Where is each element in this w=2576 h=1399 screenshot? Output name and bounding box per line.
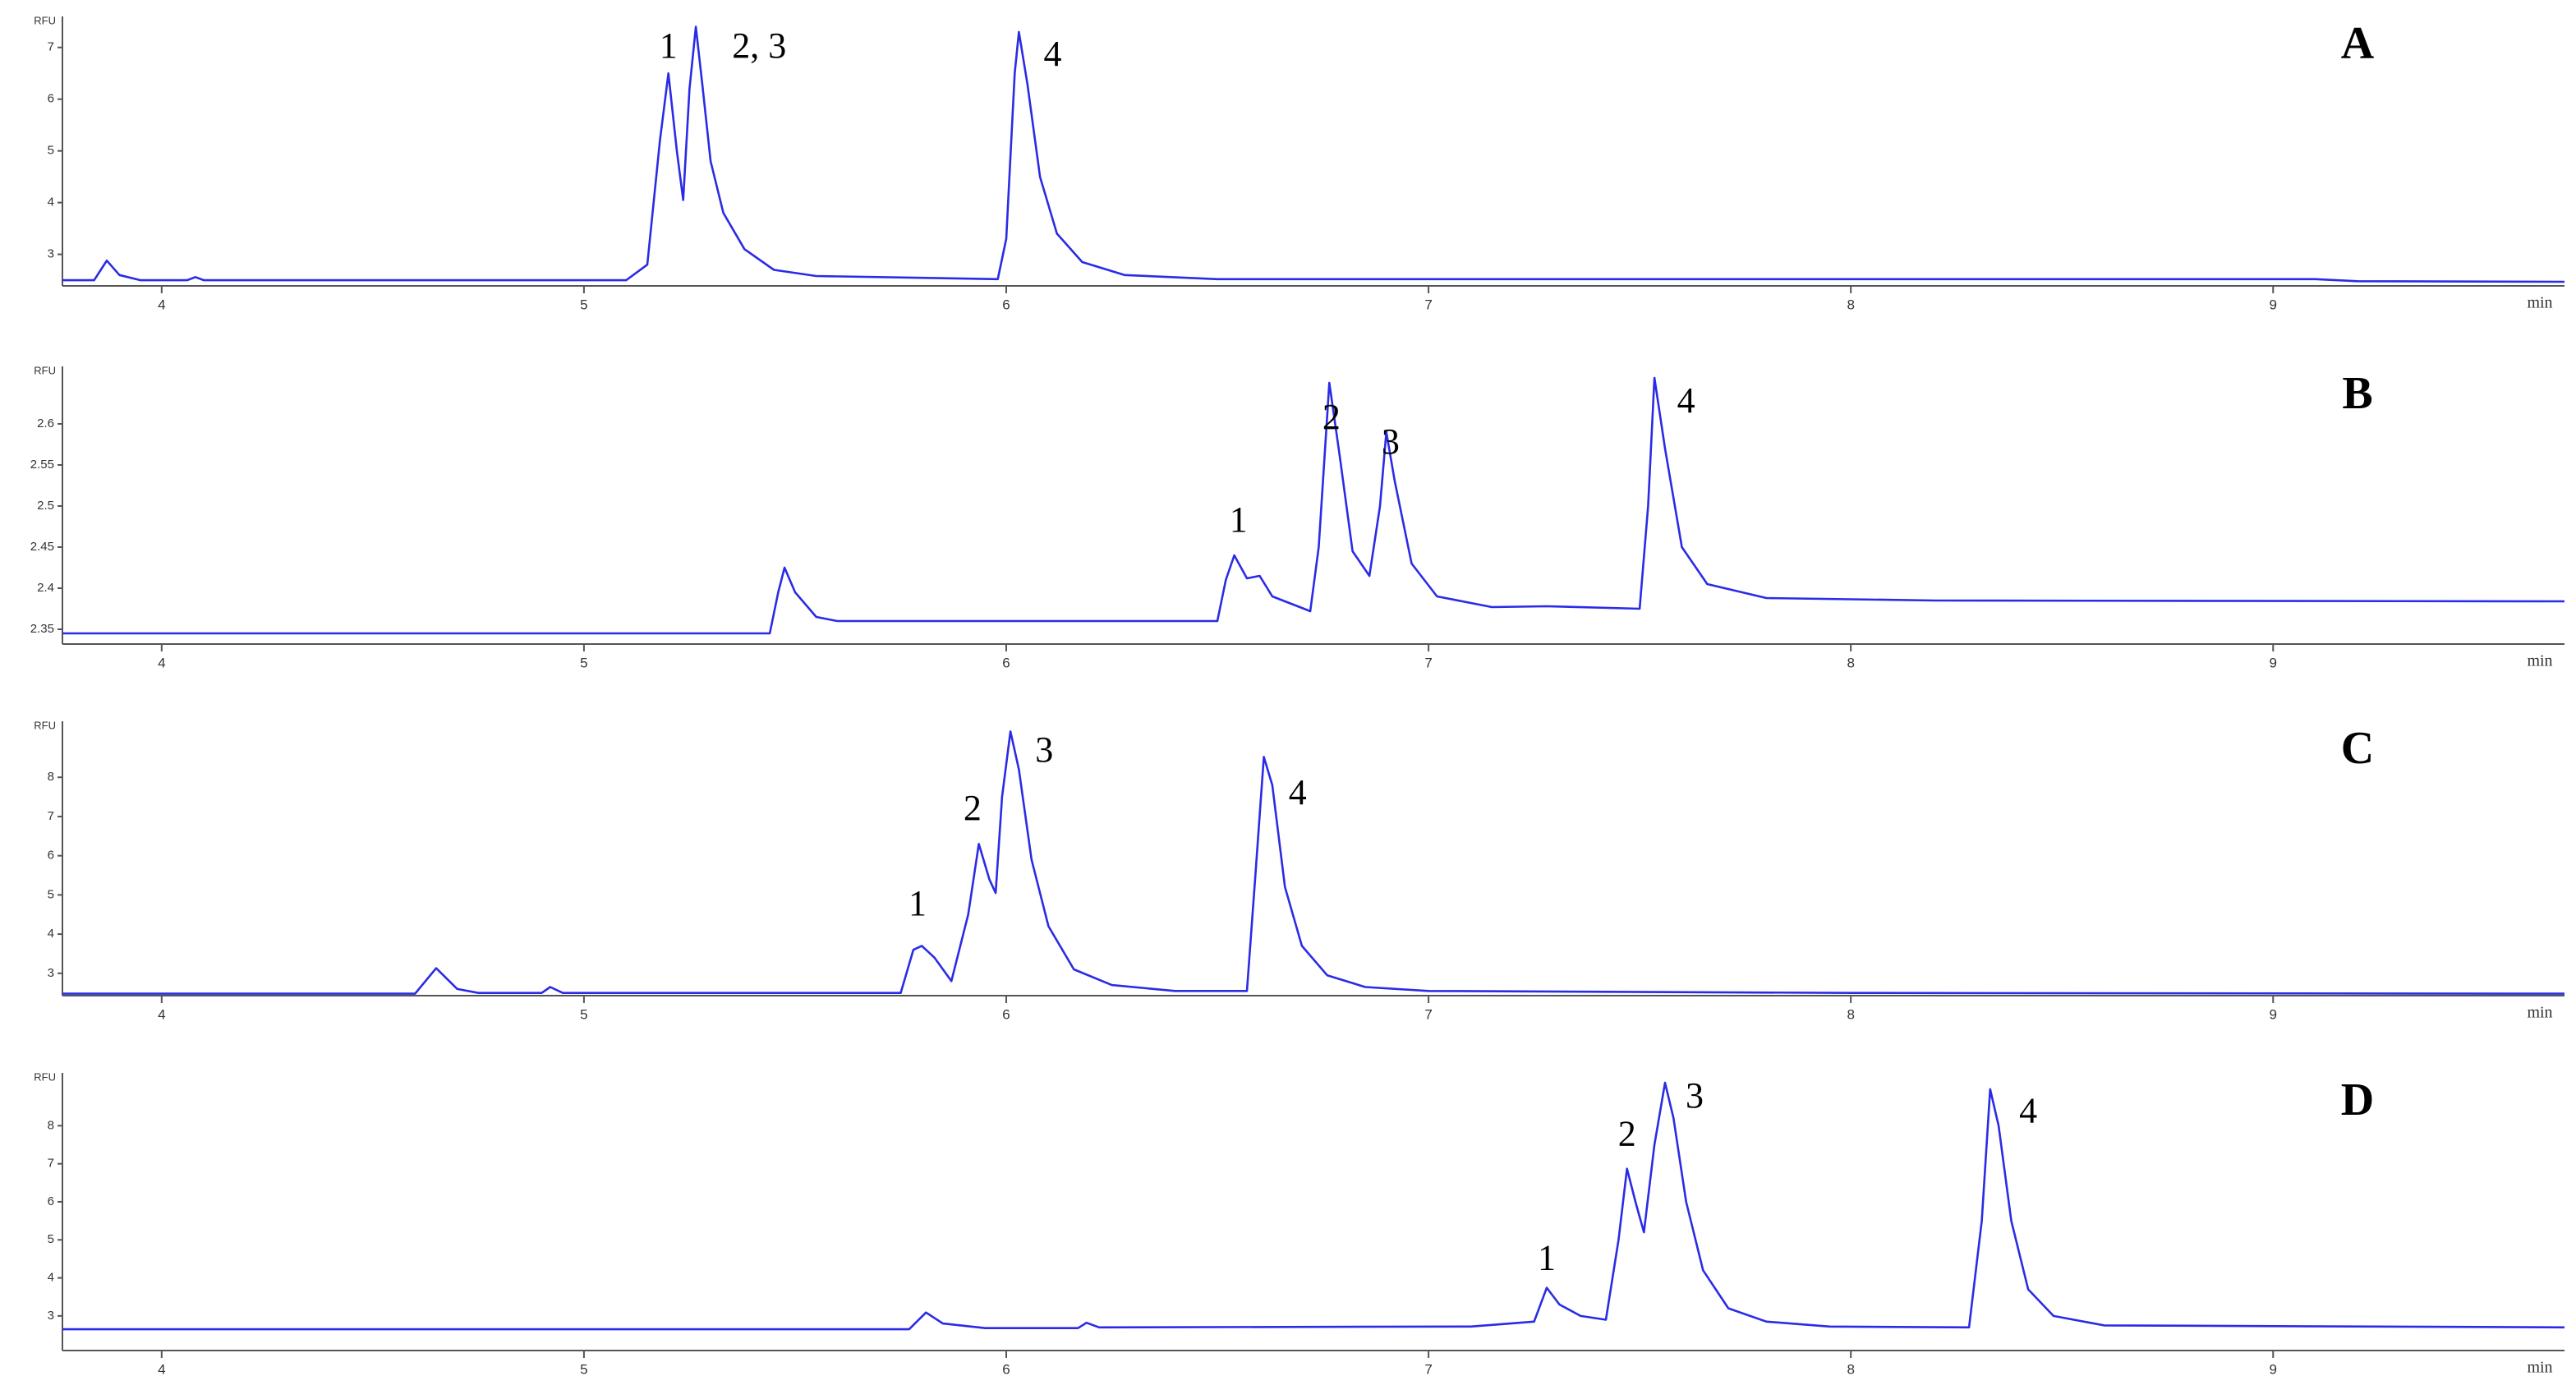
x-tick-label: 6 bbox=[1002, 297, 1010, 312]
y-tick-label: 2.4 bbox=[37, 581, 54, 595]
x-tick-label: 7 bbox=[1424, 1361, 1432, 1377]
x-axis-label: min bbox=[2527, 652, 2552, 670]
y-tick-label: 2.5 bbox=[37, 499, 54, 513]
x-tick-label: 5 bbox=[580, 297, 587, 312]
trace-line bbox=[62, 1081, 2565, 1331]
peak-label: 4 bbox=[1044, 34, 1062, 74]
x-tick-label: 9 bbox=[2270, 1006, 2277, 1022]
y-tick-label: 8 bbox=[48, 1118, 54, 1132]
x-tick-label: 4 bbox=[158, 297, 165, 312]
x-tick-label: 6 bbox=[1002, 655, 1010, 670]
peak-label: 2 bbox=[964, 788, 982, 828]
y-tick-label: 7 bbox=[48, 809, 54, 823]
y-axis-label: RFU bbox=[34, 364, 56, 376]
trace-line bbox=[62, 376, 2565, 635]
x-tick-label: 7 bbox=[1424, 1006, 1432, 1022]
y-tick-label: 6 bbox=[48, 92, 54, 106]
peak-label: 1 bbox=[1230, 499, 1248, 540]
x-tick-label: 4 bbox=[158, 655, 165, 670]
y-tick-label: 3 bbox=[48, 966, 54, 980]
x-tick-label: 9 bbox=[2270, 297, 2277, 312]
y-tick-label: 5 bbox=[48, 1232, 54, 1246]
y-tick-label: 2.35 bbox=[30, 622, 54, 636]
x-tick-label: 9 bbox=[2270, 655, 2277, 670]
x-tick-label: 4 bbox=[158, 1361, 165, 1377]
y-tick-label: 4 bbox=[48, 927, 54, 941]
y-tick-label: 3 bbox=[48, 247, 54, 261]
y-tick-label: 4 bbox=[48, 1271, 54, 1285]
panel-title: A bbox=[2341, 18, 2375, 69]
panel-title: B bbox=[2342, 368, 2372, 419]
peak-label: 2 bbox=[1618, 1113, 1636, 1153]
x-tick-label: 5 bbox=[580, 1006, 587, 1022]
y-tick-label: 7 bbox=[48, 1157, 54, 1171]
peak-label: 1 bbox=[908, 883, 927, 923]
x-tick-label: 6 bbox=[1002, 1006, 1010, 1022]
x-tick-label: 6 bbox=[1002, 1361, 1010, 1377]
y-tick-label: 5 bbox=[48, 887, 54, 901]
y-tick-label: 8 bbox=[48, 770, 54, 784]
panel-title: C bbox=[2341, 723, 2374, 774]
x-tick-label: 8 bbox=[1847, 297, 1854, 312]
x-tick-label: 4 bbox=[158, 1006, 165, 1022]
y-tick-label: 7 bbox=[48, 40, 54, 54]
x-tick-label: 5 bbox=[580, 655, 587, 670]
peak-label: 3 bbox=[1035, 729, 1053, 770]
y-tick-label: 6 bbox=[48, 849, 54, 863]
peak-label: 1 bbox=[660, 25, 678, 66]
x-axis-label: min bbox=[2527, 1359, 2552, 1377]
peak-label: 3 bbox=[1382, 421, 1400, 462]
y-tick-label: 6 bbox=[48, 1194, 54, 1208]
y-tick-label: 5 bbox=[48, 144, 54, 158]
peak-label: 4 bbox=[2019, 1091, 2037, 1131]
x-axis-label: min bbox=[2527, 1004, 2552, 1022]
y-axis-label: RFU bbox=[34, 14, 56, 26]
x-tick-label: 9 bbox=[2270, 1361, 2277, 1377]
x-tick-label: 8 bbox=[1847, 655, 1854, 670]
trace-line bbox=[62, 25, 2565, 283]
x-tick-label: 7 bbox=[1424, 655, 1432, 670]
trace-line bbox=[62, 730, 2565, 995]
x-tick-label: 8 bbox=[1847, 1361, 1854, 1377]
y-tick-label: 2.55 bbox=[30, 458, 54, 472]
y-tick-label: 2.45 bbox=[30, 540, 54, 554]
y-tick-label: 2.6 bbox=[37, 416, 54, 430]
peak-label: 3 bbox=[1686, 1075, 1704, 1116]
peak-label: 2 bbox=[1322, 397, 1341, 437]
peak-label: 1 bbox=[1538, 1238, 1556, 1278]
y-axis-label: RFU bbox=[34, 719, 56, 731]
peak-label: 4 bbox=[1677, 380, 1695, 421]
x-tick-label: 8 bbox=[1847, 1006, 1854, 1022]
peak-label: 2, 3 bbox=[732, 25, 786, 66]
peak-label: 4 bbox=[1289, 772, 1307, 812]
x-tick-label: 7 bbox=[1424, 297, 1432, 312]
y-tick-label: 4 bbox=[48, 196, 54, 209]
y-axis-label: RFU bbox=[34, 1070, 56, 1083]
x-tick-label: 5 bbox=[580, 1361, 587, 1377]
panel-title: D bbox=[2341, 1075, 2374, 1125]
x-axis-label: min bbox=[2527, 294, 2552, 312]
y-tick-label: 3 bbox=[48, 1309, 54, 1323]
